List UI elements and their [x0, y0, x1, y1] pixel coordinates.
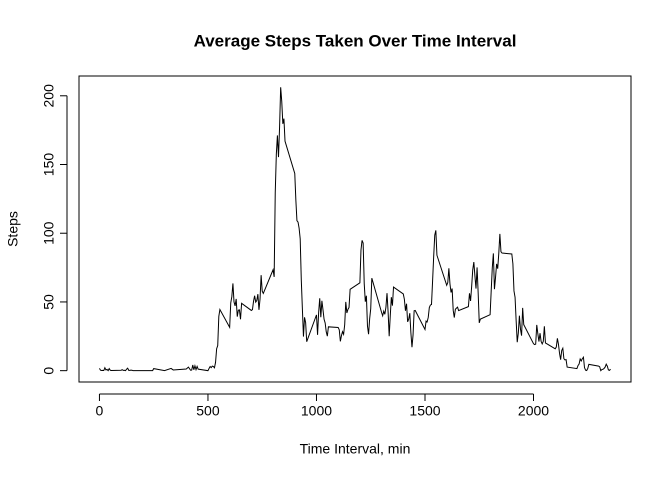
y-tick-label: 50 — [41, 294, 57, 310]
y-axis-label: Steps — [5, 211, 21, 247]
y-tick-label: 150 — [41, 153, 57, 177]
chart-title: Average Steps Taken Over Time Interval — [194, 31, 517, 50]
data-line — [99, 87, 611, 372]
y-tick-label: 0 — [41, 367, 57, 375]
y-tick-label: 200 — [41, 84, 57, 108]
x-tick-label: 1500 — [409, 403, 440, 419]
x-tick-label: 500 — [196, 403, 220, 419]
x-tick-label: 0 — [96, 403, 104, 419]
x-tick-label: 2000 — [518, 403, 549, 419]
plot-box — [78, 75, 632, 383]
x-axis-label: Time Interval, min — [300, 441, 411, 457]
y-tick-label: 100 — [41, 221, 57, 245]
x-tick-label: 1000 — [301, 403, 332, 419]
